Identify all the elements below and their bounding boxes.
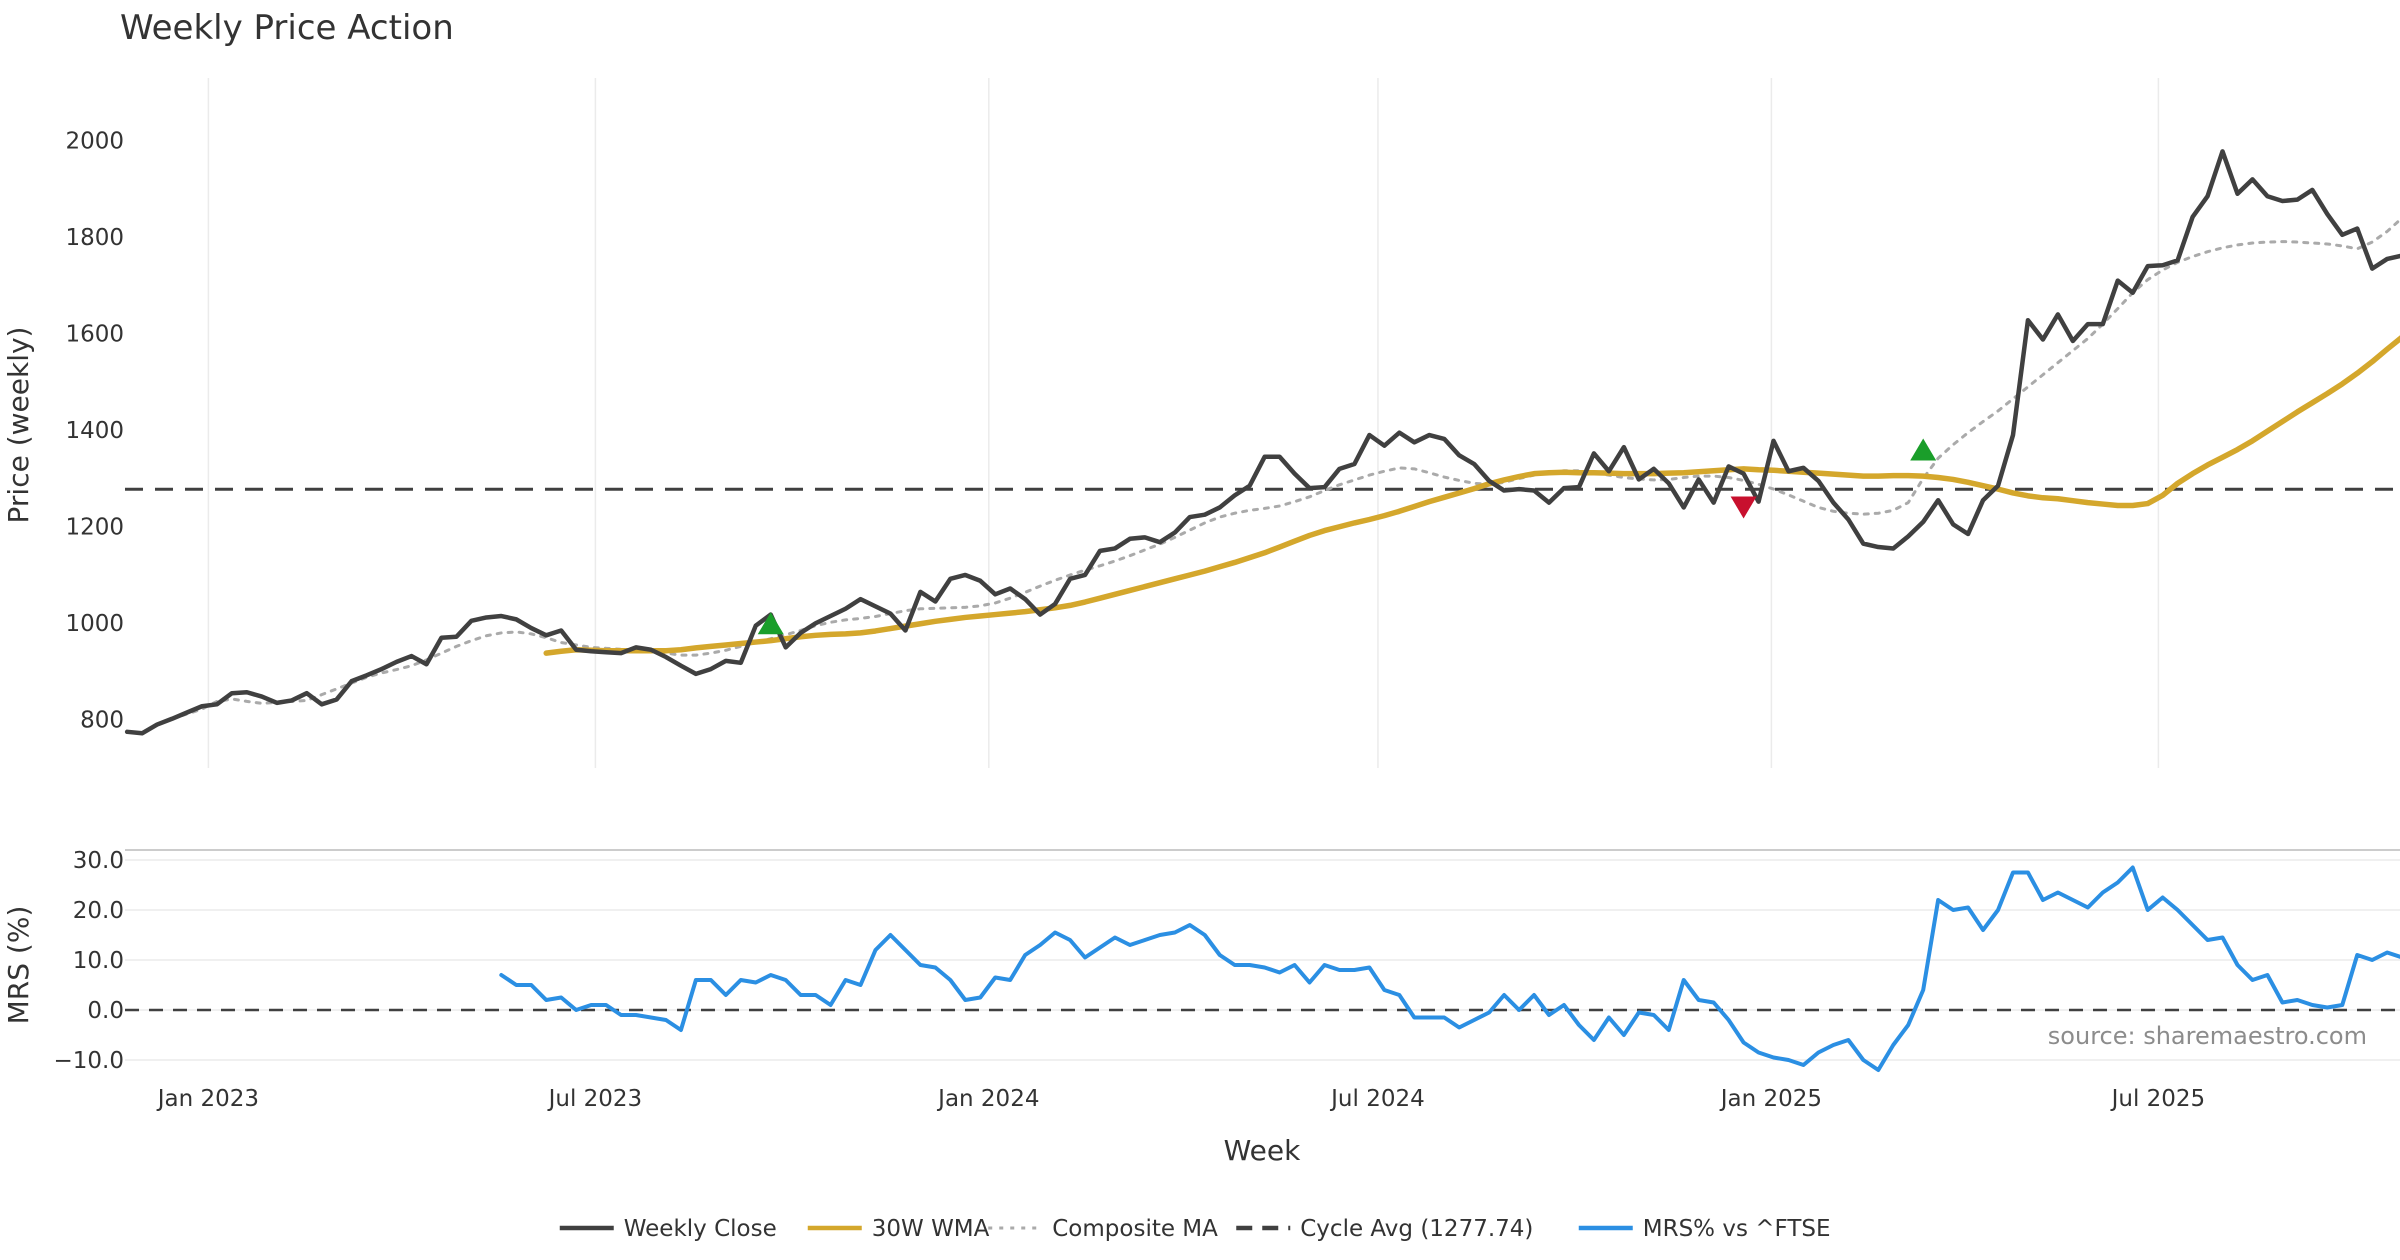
x-tick-jul-2025: Jul 2025 xyxy=(2110,1086,2206,1112)
mrs-y-axis-title: MRS (%) xyxy=(2,906,35,1025)
legend-label-30w-wma: 30W WMA xyxy=(872,1216,990,1242)
price-y-tick-labels: 800 1000 1200 1400 1600 1800 2000 xyxy=(65,129,124,734)
legend-label-mrs-vs-ftse: MRS% vs ^FTSE xyxy=(1643,1216,1831,1242)
x-tick-jul-2023: Jul 2023 xyxy=(547,1086,643,1112)
price-y-tick-1200: 1200 xyxy=(65,515,124,541)
legend-label-weekly-close: Weekly Close xyxy=(624,1216,777,1242)
series-mrs-vs-ftse xyxy=(499,865,2400,1072)
x-axis-title: Week xyxy=(1224,1134,1301,1167)
price-y-tick-1000: 1000 xyxy=(65,611,124,637)
price-y-tick-2000: 2000 xyxy=(65,129,124,155)
price-panel-grid xyxy=(207,78,2160,768)
price-y-tick-1400: 1400 xyxy=(65,418,124,444)
signal-markers xyxy=(757,438,1937,635)
x-tick-labels: Jan 2023 Jul 2023 Jan 2024 Jul 2024 Jan 2025… xyxy=(156,1086,2205,1112)
mrs-panel-grid xyxy=(125,859,2400,1061)
mrs-y-tick-20: 20.0 xyxy=(73,898,124,924)
buy-marker-1 xyxy=(757,612,784,635)
legend-label-cycle-avg-1277-74: Cycle Avg (1277.74) xyxy=(1300,1216,1533,1242)
price-panel-series xyxy=(124,149,2400,736)
source-note: source: sharemaestro.com xyxy=(2048,1022,2367,1050)
series-weekly-close xyxy=(124,149,2400,736)
price-y-tick-800: 800 xyxy=(80,708,124,734)
mrs-y-tick-labels: 30.0 20.0 10.0 0.0 −10.0 xyxy=(54,848,124,1074)
x-tick-jul-2024: Jul 2024 xyxy=(1329,1086,1425,1112)
sell-marker-2 xyxy=(1730,496,1757,519)
price-y-tick-1600: 1600 xyxy=(65,322,124,348)
x-tick-jan-2024: Jan 2024 xyxy=(936,1086,1039,1112)
price-y-axis-title: Price (weekly) xyxy=(2,327,35,524)
price-y-tick-1800: 1800 xyxy=(65,225,124,251)
mrs-panel-series xyxy=(125,865,2400,1072)
buy-marker-3 xyxy=(1910,438,1937,461)
mrs-y-tick-10: 10.0 xyxy=(73,948,124,974)
mrs-y-tick-10: −10.0 xyxy=(54,1048,124,1074)
series-composite-ma xyxy=(170,217,2400,721)
mrs-y-tick-30: 30.0 xyxy=(73,848,124,874)
legend-label-composite-ma: Composite MA xyxy=(1052,1216,1218,1242)
x-tick-jan-2025: Jan 2025 xyxy=(1719,1086,1822,1112)
legend: Weekly Close 30W WMA Composite MA Cycle Avg… xyxy=(559,1216,1831,1242)
mrs-y-tick-0: 0.0 xyxy=(87,998,124,1024)
x-tick-jan-2023: Jan 2023 xyxy=(156,1086,259,1112)
chart-title: Weekly Price Action xyxy=(120,8,454,48)
